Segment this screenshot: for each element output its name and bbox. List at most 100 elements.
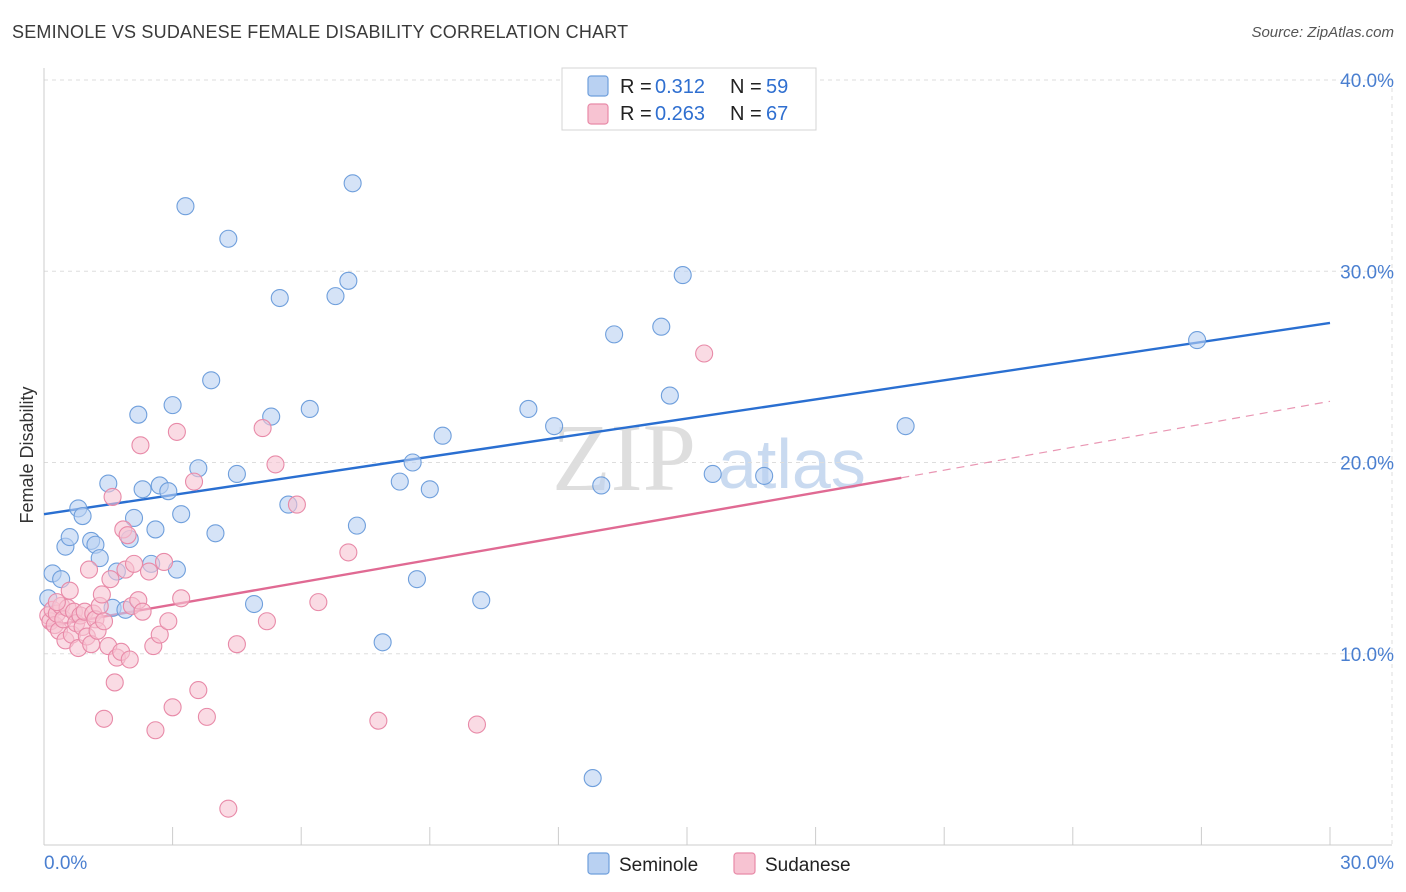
- seminole-n-label: N =: [730, 76, 762, 98]
- sudanese-trend-line: [43, 476, 902, 629]
- sudanese-point-47: [159, 612, 178, 631]
- sudanese-point-38: [124, 554, 144, 573]
- sudanese-r-label: R =: [620, 103, 652, 125]
- tick-labels: 10.0% 20.0% 30.0% 40.0% 0.0% 30.0%: [44, 71, 1394, 874]
- seminole-r-value: 0.312: [655, 76, 705, 98]
- watermark: ZIP atlas: [552, 404, 866, 511]
- seminole-point-41: [403, 453, 422, 472]
- seminole-point-5: [73, 506, 92, 526]
- sudanese-n-label: N =: [730, 103, 762, 125]
- seminole-point-18: [146, 520, 165, 539]
- seminole-series-swatch: [587, 852, 610, 875]
- seminole-trend-line: [43, 321, 1331, 516]
- seminole-point-42: [407, 570, 426, 589]
- sudanese-point-56: [253, 419, 272, 438]
- sudanese-point-42: [139, 562, 159, 581]
- seminole-point-50: [605, 325, 624, 344]
- sudanese-point-45: [150, 625, 169, 644]
- seminole-point-24: [176, 197, 195, 216]
- seminole-point-27: [206, 524, 225, 543]
- sudanese-point-10: [60, 581, 79, 600]
- seminole-n-value: 59: [766, 76, 788, 98]
- y-tick-label-3: 40.0%: [1340, 71, 1394, 92]
- sudanese-point-60: [309, 593, 328, 612]
- sudanese-point-55: [227, 635, 246, 654]
- watermark-atlas: atlas: [718, 425, 866, 503]
- data-points: [39, 174, 1207, 818]
- sudanese-point-35: [118, 526, 137, 545]
- seminole-point-30: [244, 594, 264, 614]
- y-tick-label-1: 20.0%: [1340, 454, 1394, 475]
- seminole-point-14: [124, 508, 144, 528]
- seminole-point-45: [472, 591, 491, 610]
- y-tick-label-0: 10.0%: [1340, 645, 1394, 666]
- seminole-point-48: [583, 769, 602, 788]
- sudanese-point-46: [154, 552, 174, 572]
- sudanese-point-28: [101, 570, 120, 589]
- seminole-point-28: [219, 229, 238, 248]
- seminole-point-34: [300, 399, 319, 419]
- seminole-point-57: [1188, 331, 1207, 350]
- source-label: Source: ZipAtlas.com: [1251, 24, 1394, 41]
- sudanese-point-25: [92, 585, 111, 604]
- seminole-point-8: [90, 549, 109, 568]
- seminole-series-label: Seminole: [619, 855, 698, 876]
- seminole-point-52: [660, 386, 679, 405]
- sudanese-point-63: [467, 715, 487, 734]
- y-tick-label-2: 30.0%: [1340, 262, 1394, 283]
- sudanese-point-41: [133, 602, 152, 621]
- sudanese-point-61: [339, 543, 358, 562]
- seminole-point-15: [129, 405, 148, 424]
- sudanese-r-value: 0.263: [655, 103, 705, 125]
- sudanese-point-53: [197, 707, 216, 726]
- seminole-point-53: [673, 266, 692, 285]
- sudanese-point-65: [94, 709, 114, 728]
- sudanese-point-40: [131, 436, 150, 455]
- seminole-point-47: [545, 417, 564, 436]
- sudanese-point-59: [287, 495, 306, 514]
- seminole-point-40: [390, 472, 409, 491]
- y-axis-title: Female Disability: [17, 386, 37, 523]
- seminole-point-21: [163, 396, 182, 415]
- sudanese-point-44: [146, 721, 165, 740]
- seminole-r-label: R =: [620, 76, 652, 98]
- grid-lines: [44, 79, 1393, 845]
- seminole-point-32: [270, 288, 289, 308]
- seminole-point-49: [592, 476, 611, 495]
- sudanese-point-57: [257, 612, 276, 631]
- sudanese-series-swatch: [733, 852, 756, 875]
- correlation-legend: R = 0.312 N = 59 R = 0.263 N = 67: [561, 67, 817, 131]
- sudanese-point-62: [369, 711, 388, 730]
- seminole-point-56: [896, 417, 915, 436]
- sudanese-point-49: [167, 422, 186, 441]
- x-tick-label-1: 30.0%: [1340, 853, 1394, 874]
- seminole-point-3: [60, 528, 79, 547]
- seminole-point-16: [133, 480, 152, 499]
- sudanese-point-29: [103, 487, 122, 506]
- sudanese-point-52: [189, 681, 208, 700]
- sudanese-point-30: [105, 673, 124, 692]
- sudanese-point-58: [266, 455, 285, 474]
- sudanese-point-64: [695, 344, 714, 363]
- seminole-point-35: [326, 287, 345, 306]
- seminole-point-37: [343, 174, 362, 193]
- seminole-point-51: [652, 317, 671, 336]
- sudanese-point-36: [120, 650, 139, 669]
- seminole-point-44: [433, 426, 452, 445]
- seminole-point-43: [420, 480, 439, 499]
- sudanese-point-66: [47, 593, 66, 612]
- seminole-point-26: [202, 371, 221, 390]
- sudanese-point-48: [163, 698, 182, 717]
- seminole-point-39: [373, 633, 392, 652]
- sudanese-n-value: 67: [766, 103, 788, 125]
- series-legend: Seminole Sudanese: [587, 852, 851, 876]
- axes: [43, 68, 1392, 846]
- sudanese-point-26: [94, 612, 114, 631]
- sudanese-series-label: Sudanese: [765, 855, 851, 876]
- sudanese-point-50: [172, 589, 191, 608]
- seminole-legend-swatch: [587, 75, 609, 97]
- x-tick-label-0: 0.0%: [44, 853, 87, 874]
- seminole-point-29: [227, 464, 246, 484]
- sudanese-point-19: [79, 560, 99, 579]
